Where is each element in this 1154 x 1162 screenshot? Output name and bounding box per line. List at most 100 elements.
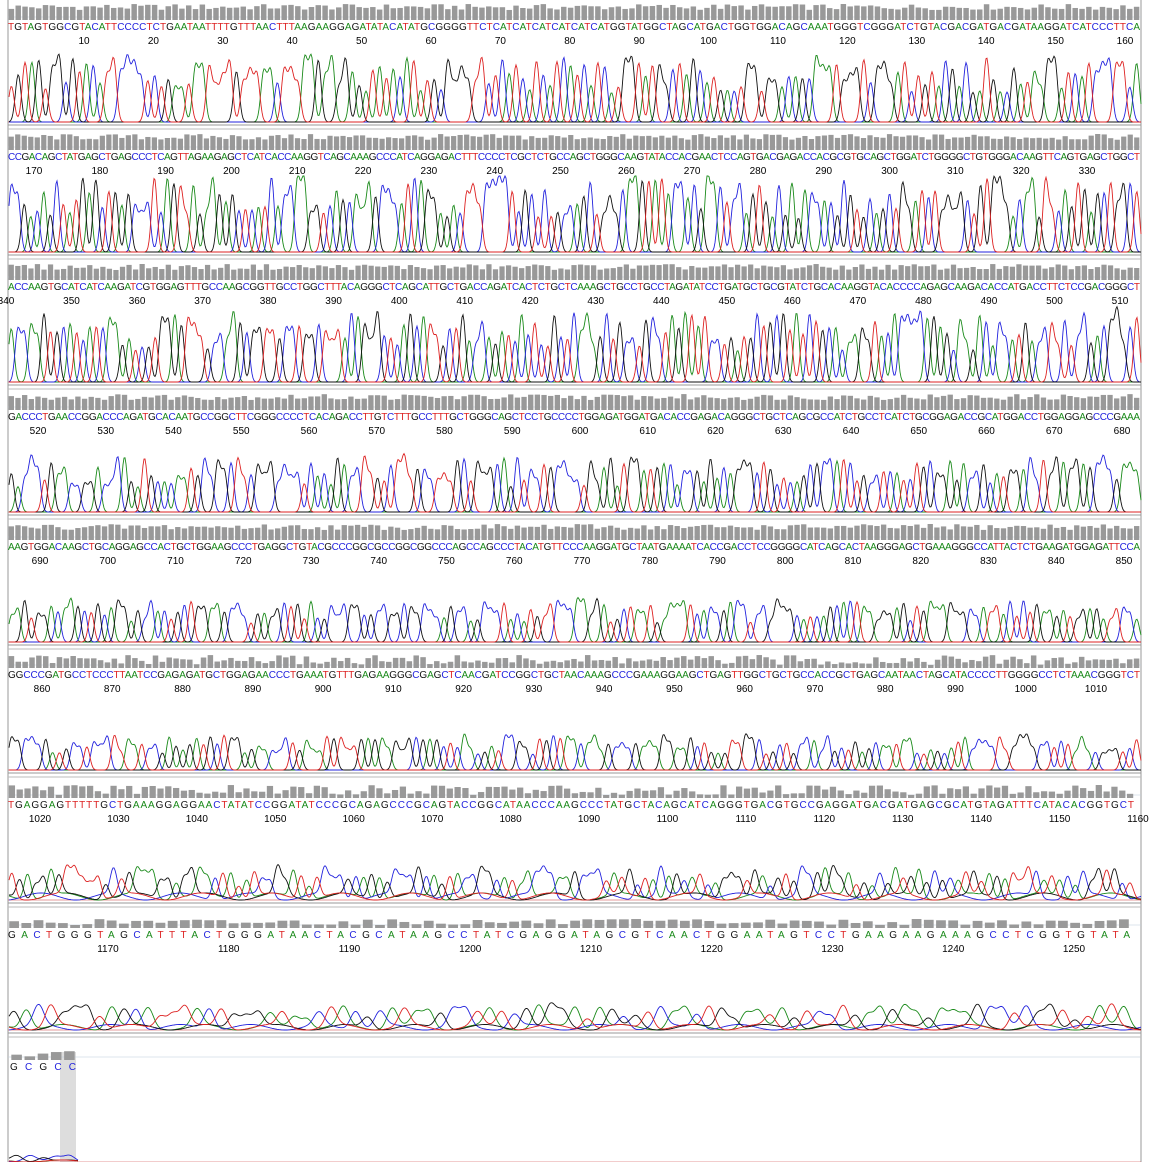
quality-bar — [35, 528, 40, 540]
position-label: 420 — [522, 296, 539, 307]
quality-bar — [112, 659, 117, 668]
quality-bar — [468, 395, 473, 410]
quality-bar — [622, 9, 627, 20]
quality-bar — [1007, 527, 1012, 540]
quality-bar — [165, 138, 170, 150]
base-sequence: GGCCCGATGCCTCCCTTAATCCGAGAGATGCTGGAGAACC… — [8, 670, 1140, 681]
quality-bar — [205, 265, 210, 280]
position-label: 530 — [97, 426, 114, 437]
quality-bar — [637, 265, 642, 280]
quality-bar — [628, 528, 633, 540]
quality-bar — [1128, 268, 1133, 280]
base-sequence: TGTAGTGGCGTACATTCCCCTCTGAATAATTTTGTTTAAC… — [8, 22, 1140, 33]
quality-bar — [1128, 135, 1133, 150]
quality-bar — [42, 398, 47, 410]
quality-bar — [1045, 7, 1050, 20]
quality-bar — [888, 9, 893, 20]
quality-bar — [722, 264, 727, 280]
quality-bar — [970, 10, 975, 20]
quality-bar — [489, 663, 494, 668]
quality-bar — [595, 6, 600, 20]
quality-bar — [388, 400, 393, 410]
quality-bar — [761, 525, 766, 540]
quality-bar — [568, 396, 573, 410]
quality-bar — [732, 6, 737, 20]
quality-bar — [681, 394, 686, 410]
quality-bar — [853, 662, 858, 668]
quality-bar — [1127, 9, 1132, 20]
quality-bar — [541, 525, 546, 540]
quality-bar — [534, 923, 544, 928]
quality-bar — [283, 267, 288, 280]
position-label: 1020 — [29, 814, 52, 825]
quality-bar — [197, 134, 202, 150]
quality-bar — [541, 791, 547, 798]
quality-bar — [814, 527, 819, 540]
quality-bar — [235, 397, 240, 410]
quality-bar — [1061, 527, 1066, 540]
quality-bar — [528, 527, 533, 540]
quality-bar — [885, 789, 891, 798]
quality-bar — [527, 9, 532, 20]
quality-bar — [422, 526, 427, 540]
position-label: 320 — [1013, 166, 1030, 177]
quality-bar — [187, 660, 192, 668]
quality-bar — [704, 921, 714, 928]
quality-bar — [146, 664, 151, 668]
quality-bar — [955, 659, 960, 668]
quality-bar — [34, 920, 44, 928]
quality-bar — [774, 529, 779, 540]
quality-bar — [248, 528, 253, 540]
quality-bar — [404, 6, 409, 20]
quality-bar — [379, 139, 384, 150]
quality-bar — [1070, 923, 1080, 928]
quality-bar — [331, 658, 336, 668]
quality-bar — [670, 264, 675, 280]
quality-bar — [265, 922, 275, 928]
quality-bar — [316, 265, 321, 280]
position-label: 550 — [233, 426, 250, 437]
quality-bar — [384, 5, 389, 20]
quality-bar — [1056, 264, 1061, 280]
quality-bar — [48, 264, 53, 280]
quality-bar — [290, 267, 295, 280]
quality-bar — [942, 656, 947, 668]
quality-bar — [228, 658, 233, 668]
position-label: 430 — [587, 296, 604, 307]
quality-bar — [506, 265, 511, 280]
quality-bar — [481, 396, 486, 410]
quality-bar — [636, 4, 641, 20]
quality-bar — [887, 134, 892, 150]
quality-bar — [598, 270, 603, 280]
quality-bar — [441, 525, 446, 540]
quality-bar — [534, 5, 539, 20]
quality-bar — [255, 397, 260, 410]
quality-bar — [807, 265, 812, 280]
quality-bar — [87, 139, 92, 150]
quality-bar — [473, 265, 478, 280]
quality-bar — [787, 269, 792, 280]
quality-bar — [631, 919, 641, 928]
quality-bar — [581, 138, 586, 150]
quality-bar — [1003, 660, 1008, 668]
quality-bar — [15, 525, 20, 540]
quality-bar — [654, 661, 659, 668]
quality-bar — [718, 9, 723, 20]
quality-bar — [454, 787, 460, 798]
quality-bar — [1004, 7, 1009, 20]
quality-bar — [355, 399, 360, 410]
position-label: 730 — [303, 556, 320, 567]
quality-bar — [324, 662, 329, 668]
position-label: 670 — [1046, 426, 1063, 437]
quality-bar — [976, 661, 981, 668]
quality-bar — [834, 526, 839, 540]
quality-bar — [1093, 10, 1098, 20]
quality-bar — [377, 10, 382, 20]
quality-bar — [768, 526, 773, 540]
quality-bar — [353, 135, 358, 150]
quality-bar — [768, 266, 773, 280]
quality-bar — [863, 921, 873, 928]
quality-bar — [424, 921, 434, 928]
quality-bar — [1107, 528, 1112, 540]
quality-bar — [268, 399, 273, 410]
